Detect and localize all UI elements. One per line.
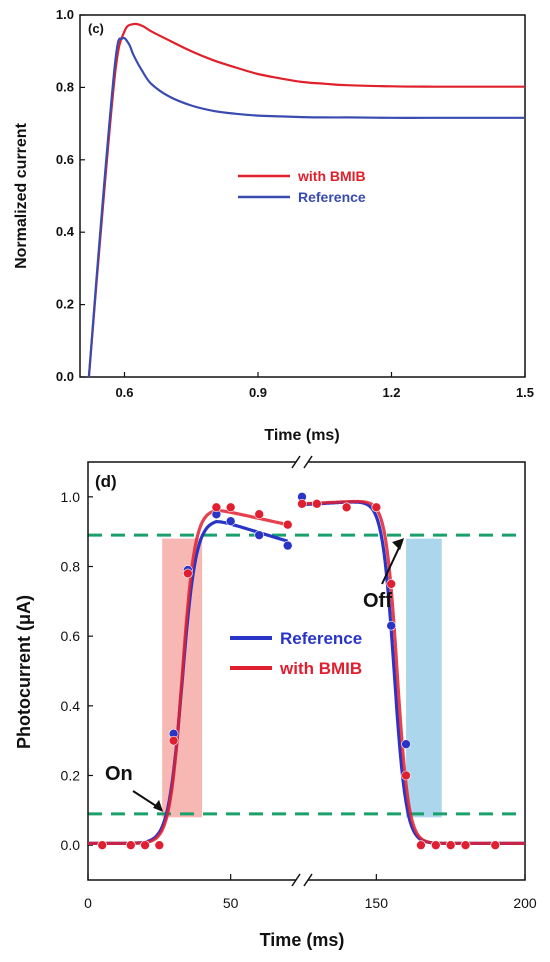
panel-c-y-axis-title: Normalized current — [13, 122, 30, 268]
panel-d-data-point-2 — [401, 770, 411, 781]
panel-c-y-tick-label: 0.0 — [56, 369, 74, 384]
panel-d-legend: Reference with BMIB — [230, 629, 362, 678]
panel-d-axis-break-gap-1 — [296, 454, 308, 470]
panel-d-data-point-2 — [225, 502, 236, 513]
panel-d-data-point-2 — [97, 840, 108, 850]
panel-d-y-tick-label: 0.6 — [61, 628, 81, 644]
panel-c-series-line-2 — [87, 36, 525, 378]
panel-c: (c) 0.0 0.2 0.4 0.6 0.8 1.0 0.6 0.9 1.2 1.5 Time… — [13, 7, 534, 444]
panel-d-y-tick-label: 0.0 — [61, 837, 81, 853]
panel-d-y-tick-label: 0.8 — [61, 559, 81, 575]
panel-d-data-point-2 — [211, 502, 222, 513]
panel-c-x-tick-label: 1.5 — [516, 385, 534, 400]
panel-c-x-tick-label: 0.6 — [115, 385, 133, 400]
panel-d-data-point-2 — [140, 840, 150, 850]
panel-d-y-tick-label: 0.2 — [61, 768, 81, 784]
panel-c-series-line-1 — [87, 22, 525, 378]
panel-d-data-point-2 — [183, 568, 193, 579]
panel-c-legend-label-2: Reference — [298, 189, 366, 205]
panel-d-data-point-2 — [341, 502, 352, 513]
panel-d-y-axis-title: Photocurrent (μA) — [14, 595, 34, 749]
panel-d-data-point-2 — [490, 840, 501, 850]
panel-d-x-tick-label: 50 — [223, 895, 239, 911]
panel-d-x-tick-label: 150 — [365, 895, 389, 911]
panel-d-data-point-2 — [371, 502, 382, 513]
panel-d-axis-break-gap-2 — [296, 872, 308, 888]
panel-d-data-point-2 — [386, 579, 397, 589]
panel-d-data-point-2 — [445, 840, 456, 850]
panel-d-data-point-2 — [460, 840, 471, 850]
panel-d-legend-label-2: with BMIB — [279, 659, 362, 678]
panel-c-y-tick-label: 0.4 — [56, 224, 75, 239]
panel-d-axis-break-mark — [303, 455, 313, 469]
panel-d-data-point-2 — [168, 735, 179, 746]
panel-d-data-point-2 — [416, 840, 426, 850]
panel-c-legend: with BMIB Reference — [238, 168, 366, 205]
panel-c-x-axis-title: Time (ms) — [264, 427, 339, 444]
panel-d-series-line-2-seg-2 — [301, 499, 525, 845]
panel-c-label: (c) — [88, 21, 104, 36]
panel-d-data-point-1 — [225, 516, 236, 527]
panel-d-annotation-on: On — [105, 763, 133, 785]
panel-d-legend-label-1: Reference — [280, 629, 362, 648]
panel-d-data-point-2 — [254, 509, 265, 520]
panel-c-y-tick-label: 1.0 — [56, 7, 74, 22]
panel-c-y-tick-label: 0.2 — [56, 297, 74, 312]
panel-c-x-tick-label: 0.9 — [249, 385, 267, 400]
panel-d-data-point-2 — [154, 840, 165, 850]
panel-d-y-tick-label: 0.4 — [61, 698, 81, 714]
panel-c-plot-frame — [79, 14, 526, 378]
panel-d-data-point-1 — [401, 739, 411, 749]
panel-d-axis-break-mark — [303, 873, 313, 887]
panel-d-axis-break-mark — [291, 873, 301, 887]
panel-d-x-tick-label: 200 — [513, 895, 537, 911]
panel-c-y-tick-label: 0.6 — [56, 152, 74, 167]
panel-d-axis-break-mark — [291, 455, 301, 469]
panel-d-data-point-1 — [254, 530, 265, 540]
panel-c-y-tick-label: 0.8 — [56, 79, 74, 94]
panel-d-label: (d) — [95, 472, 117, 491]
panel-d-arrowhead-off — [392, 538, 405, 551]
panel-d-annotation-off: Off — [363, 590, 392, 612]
panel-d: (d) 0.0 0.2 0.4 0.6 0.8 1.0 0 50 150 200 Referen… — [14, 454, 537, 950]
panel-c-legend-label-1: with BMIB — [297, 168, 366, 184]
panel-d-data-point-2 — [312, 498, 322, 509]
panel-c-x-tick-label: 1.2 — [382, 385, 400, 400]
panel-d-x-tick-label: 0 — [84, 895, 92, 911]
panel-d-series-line-2-seg-1 — [88, 508, 289, 845]
panel-d-data-point-2 — [430, 840, 441, 850]
panel-d-arrowhead-on — [153, 799, 164, 812]
panel-d-data-point-1 — [386, 620, 397, 631]
panel-d-data-point-1 — [282, 540, 293, 551]
panel-d-x-axis-title: Time (ms) — [260, 930, 345, 950]
panel-d-data-point-2 — [297, 498, 307, 509]
panel-d-shaded-region-2 — [406, 538, 442, 818]
panel-d-y-tick-label: 1.0 — [61, 489, 81, 505]
panel-d-data-point-2 — [282, 519, 293, 530]
panel-d-data-point-2 — [126, 840, 136, 850]
